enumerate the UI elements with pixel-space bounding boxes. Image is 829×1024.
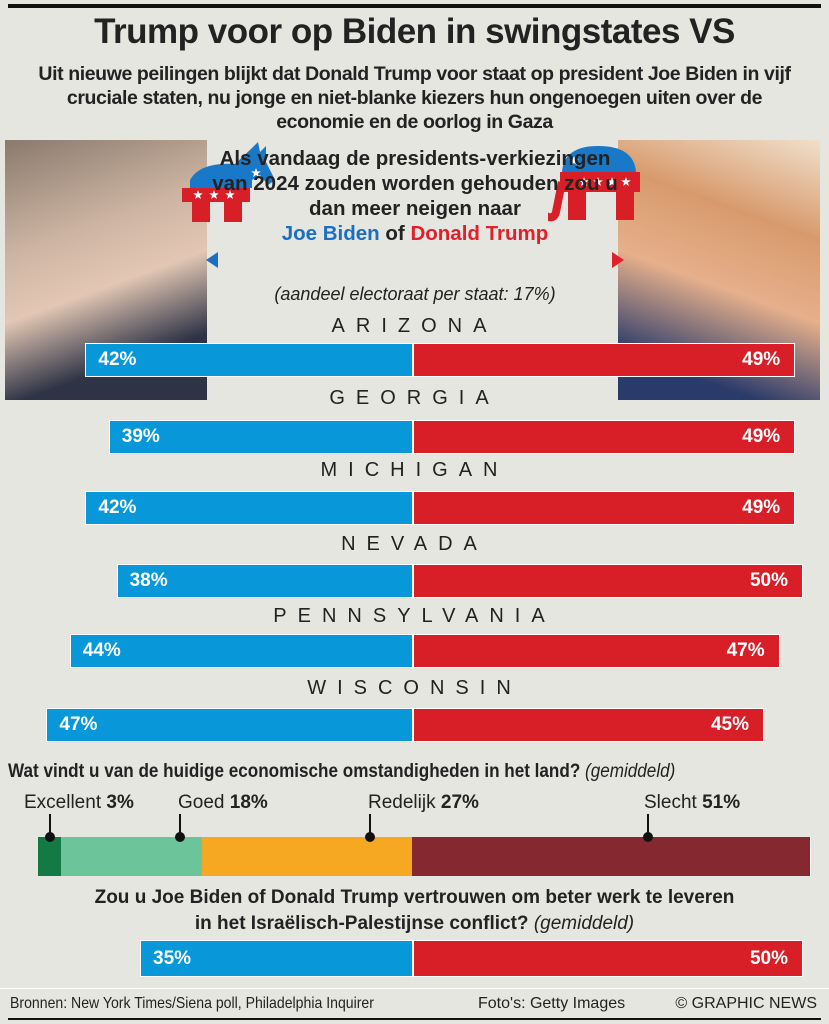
biden-bar: 38% [116,564,413,598]
category-name: Slecht [644,792,703,813]
pointer-dot-icon [365,832,375,842]
state-label: ARIZONA [331,315,498,337]
category-name: Goed [178,792,230,813]
economy-segment-excellent [38,837,63,876]
biden-bar: 42% [85,491,413,525]
subtitle: Uit nieuwe peilingen blijkt dat Donald T… [38,63,791,133]
economy-qualifier: (gemiddeld) [585,761,676,782]
economy-label-goed: Goed 18% [178,792,268,814]
economy-segment-redelijk [201,837,414,876]
trump-bar: 50% [413,564,803,598]
trump-bar: 49% [413,420,796,454]
category-name: Excellent [24,792,107,813]
biden-bar: 44% [69,634,413,668]
trump-value: 49% [742,497,781,518]
category-value: 18% [229,792,268,813]
trump-value: 49% [742,426,781,447]
pointer-dot-icon [643,832,653,842]
economy-question-text: Wat vindt u van de huidige economische o… [8,761,581,782]
trump-bar: 45% [413,708,764,742]
question-of: of [385,222,405,245]
pointer-line [369,814,371,836]
trump-value: 47% [726,640,765,661]
category-value: 3% [106,792,134,813]
page-title: Trump voor op Biden in swingstates VS [94,12,735,51]
biden-arrow-icon [206,252,218,268]
trump-value: 50% [749,948,788,969]
trump-value: 45% [710,714,749,735]
trump-value: 50% [749,570,788,591]
economy-label-redelijk: Redelijk 27% [368,792,479,814]
democrat-donkey-icon [182,142,275,222]
economy-label-slecht: Slecht 51% [644,792,740,814]
biden-value: 42% [98,349,137,370]
poll-question: Als vandaag de presidents-verkiezingen v… [205,146,625,246]
pointer-line [179,814,181,836]
sources: Bronnen: New York Times/Siena poll, Phil… [10,995,374,1012]
economy-segment-slecht [412,837,812,876]
conflict-question-line2: in het Israëlisch-Palestijnse conflict? [194,913,529,934]
republican-elephant-icon [548,146,640,222]
biden-value: 42% [98,497,137,518]
pointer-dot-icon [175,832,185,842]
biden-value: 35% [153,948,192,969]
state-label: MICHIGAN [320,459,509,481]
biden-bar: 39% [108,420,413,454]
state-label: GEORGIA [329,387,500,409]
trump-bar: 49% [413,343,796,377]
trump-bar: 50% [413,940,803,977]
footer-divider [0,988,829,989]
category-name: Redelijk [368,792,441,813]
top-rule [8,4,821,8]
state-label: WISCONSIN [307,677,522,699]
trump-bar: 47% [413,634,780,668]
biden-value: 39% [121,426,160,447]
conflict-qualifier: (gemiddeld) [533,913,635,934]
question-text: Als vandaag de presidents-verkiezingen v… [212,147,618,220]
electorate-note: (aandeel electoraat per staat: 17%) [274,284,556,304]
photo-credit: Foto's: Getty Images [478,995,626,1012]
trump-arrow-icon [612,252,624,268]
biden-bar: 42% [85,343,413,377]
biden-name: Joe Biden [281,222,380,245]
trump-name: Donald Trump [410,222,549,245]
biden-value: 38% [129,570,168,591]
state-label: PENNSYLVANIA [273,605,556,627]
pointer-dot-icon [45,832,55,842]
pointer-line [647,814,649,836]
economy-question: Wat vindt u van de huidige economische o… [8,760,675,784]
conflict-question-line1: Zou u Joe Biden of Donald Trump vertrouw… [94,887,735,908]
category-value: 51% [702,792,741,813]
category-value: 27% [440,792,479,813]
economy-segment-goed [61,837,203,876]
biden-value: 44% [82,640,121,661]
biden-bar: 35% [140,940,413,977]
trump-bar: 49% [413,491,796,525]
conflict-question: Zou u Joe Biden of Donald Trump vertrouw… [0,885,829,937]
pointer-line [49,814,51,836]
biden-value: 47% [59,714,98,735]
state-label: NEVADA [341,533,488,555]
copyright: © GRAPHIC NEWS [675,995,817,1012]
biden-bar: 47% [46,708,413,742]
bottom-rule [8,1018,821,1020]
economy-label-excellent: Excellent 3% [24,792,134,814]
trump-value: 49% [742,349,781,370]
